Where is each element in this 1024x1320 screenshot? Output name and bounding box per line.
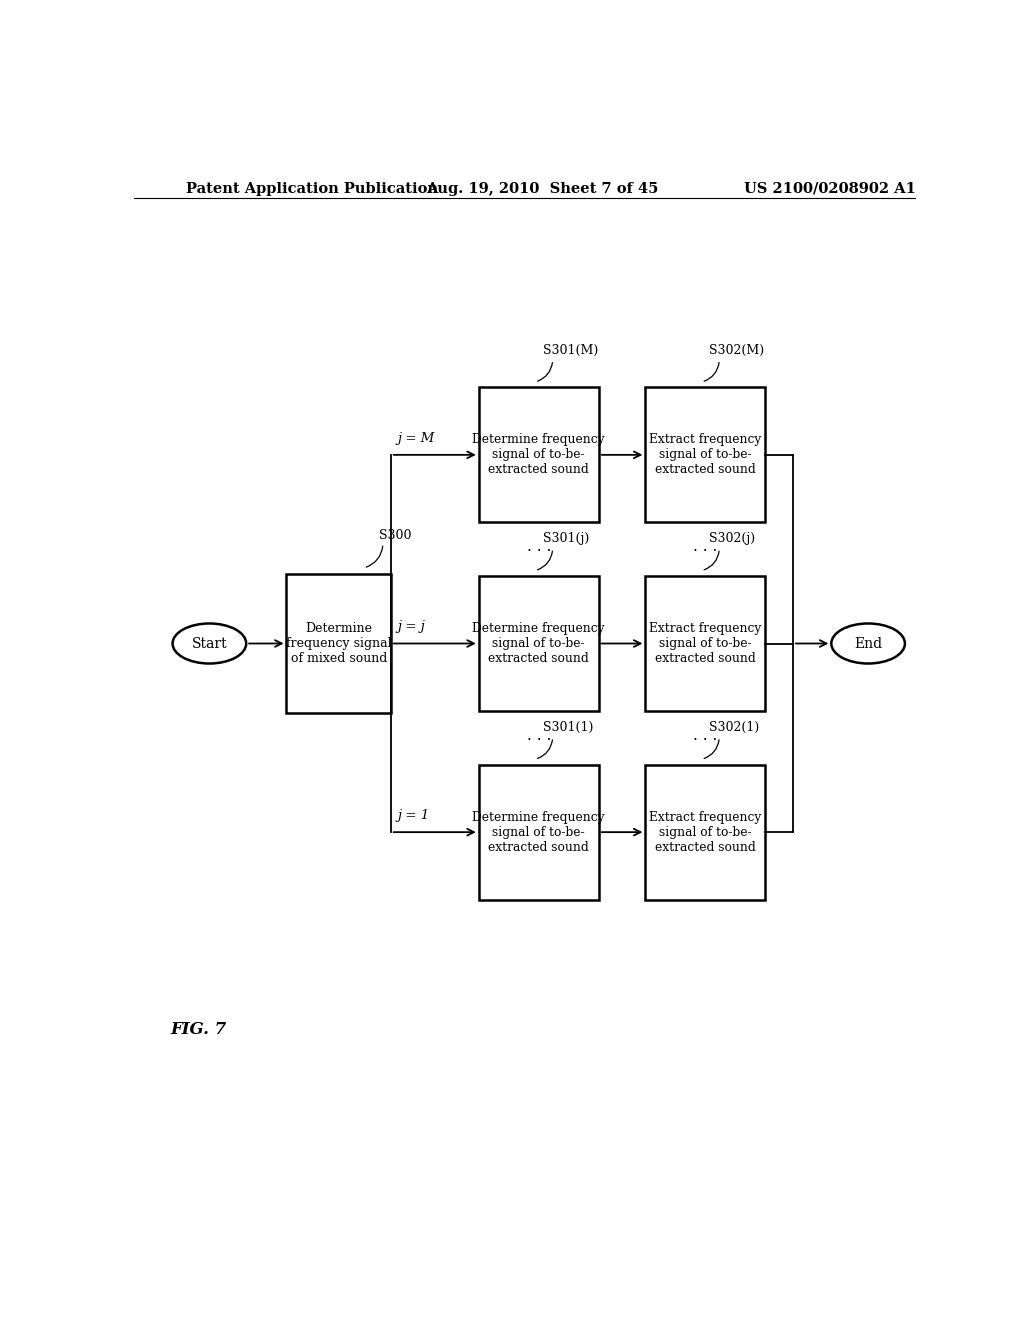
Bar bbox=[478, 764, 599, 899]
Text: Extract frequency
signal of to-be-
extracted sound: Extract frequency signal of to-be- extra… bbox=[649, 810, 762, 854]
Text: . . .: . . . bbox=[693, 729, 718, 743]
Bar bbox=[645, 388, 765, 523]
Bar bbox=[478, 576, 599, 711]
Text: S302(1): S302(1) bbox=[710, 721, 760, 734]
Text: S300: S300 bbox=[379, 529, 412, 543]
Text: Patent Application Publication: Patent Application Publication bbox=[186, 182, 438, 195]
Text: . . .: . . . bbox=[693, 540, 718, 554]
Text: j = j: j = j bbox=[397, 620, 425, 634]
Text: . . .: . . . bbox=[526, 540, 551, 554]
Bar bbox=[478, 388, 599, 523]
Bar bbox=[645, 764, 765, 899]
Text: End: End bbox=[854, 636, 883, 651]
Bar bbox=[645, 576, 765, 711]
Text: FIG. 7: FIG. 7 bbox=[171, 1020, 227, 1038]
Text: Start: Start bbox=[191, 636, 227, 651]
Text: S302(j): S302(j) bbox=[710, 532, 756, 545]
Text: j = M: j = M bbox=[397, 432, 434, 445]
Ellipse shape bbox=[831, 623, 905, 664]
Text: Determine frequency
signal of to-be-
extracted sound: Determine frequency signal of to-be- ext… bbox=[472, 433, 605, 477]
Text: S301(j): S301(j) bbox=[543, 532, 589, 545]
Text: Extract frequency
signal of to-be-
extracted sound: Extract frequency signal of to-be- extra… bbox=[649, 433, 762, 477]
Ellipse shape bbox=[173, 623, 246, 664]
Text: Determine
frequency signal
of mixed sound: Determine frequency signal of mixed soun… bbox=[286, 622, 391, 665]
Text: Determine frequency
signal of to-be-
extracted sound: Determine frequency signal of to-be- ext… bbox=[472, 810, 605, 854]
Text: j = 1: j = 1 bbox=[397, 809, 429, 822]
Text: S301(M): S301(M) bbox=[543, 343, 598, 356]
Bar bbox=[287, 574, 391, 713]
Text: S301(1): S301(1) bbox=[543, 721, 593, 734]
Text: S302(M): S302(M) bbox=[710, 343, 764, 356]
Text: Extract frequency
signal of to-be-
extracted sound: Extract frequency signal of to-be- extra… bbox=[649, 622, 762, 665]
Text: Aug. 19, 2010  Sheet 7 of 45: Aug. 19, 2010 Sheet 7 of 45 bbox=[426, 182, 658, 195]
Text: US 2100/0208902 A1: US 2100/0208902 A1 bbox=[744, 182, 916, 195]
Text: . . .: . . . bbox=[526, 729, 551, 743]
Text: Determine frequency
signal of to-be-
extracted sound: Determine frequency signal of to-be- ext… bbox=[472, 622, 605, 665]
